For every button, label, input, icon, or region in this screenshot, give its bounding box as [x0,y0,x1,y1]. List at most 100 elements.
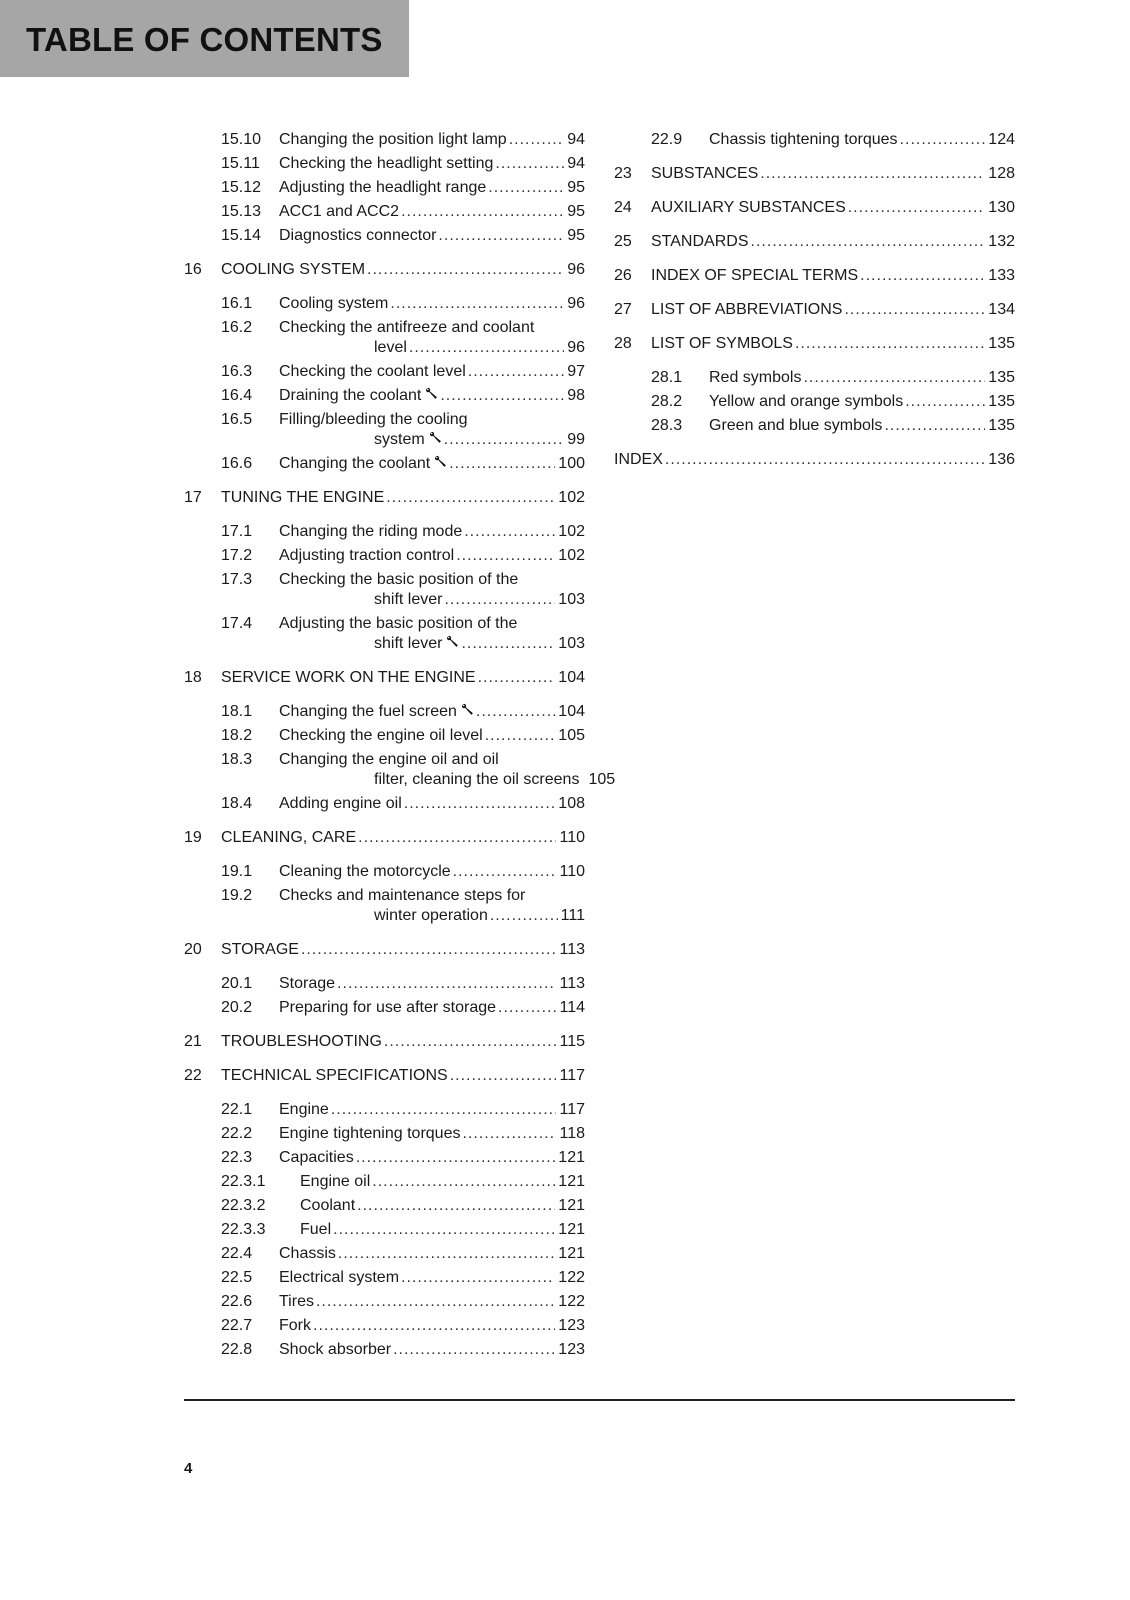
toc-entry[interactable]: 18.4 Adding engine oil...................… [184,794,585,818]
toc-entry-page[interactable]: 94 [567,131,585,148]
toc-entry-page[interactable]: 102 [558,547,585,564]
toc-entry[interactable]: 19.1 Cleaning the motorcycle.............… [184,862,585,886]
toc-entry-page[interactable]: 102 [558,489,585,506]
toc-entry[interactable]: 22.3.1 Engine oil........................… [184,1172,585,1196]
toc-entry-page[interactable]: 103 [558,635,585,652]
toc-entry-title[interactable]: Changing the riding mode [279,523,463,540]
toc-entry[interactable]: 22 TECHNICAL SPECIFICATIONS..............… [184,1066,585,1090]
toc-entry-page[interactable]: 135 [988,393,1015,410]
toc-entry-page[interactable]: 103 [558,591,585,608]
toc-entry-page[interactable]: 94 [567,155,585,172]
toc-entry-title[interactable]: Checking the antifreeze and coolant [279,319,535,336]
toc-entry-page[interactable]: 102 [558,523,585,540]
toc-entry-title[interactable]: Electrical system [279,1269,400,1286]
toc-entry-title[interactable]: COOLING SYSTEM [221,261,366,278]
toc-entry-title[interactable]: AUXILIARY SUBSTANCES [651,199,846,216]
toc-entry-title[interactable]: Diagnostics connector [279,227,437,244]
toc-entry[interactable]: INDEX...................................… [614,450,1015,474]
toc-entry-title[interactable]: INDEX [614,451,663,468]
toc-entry-page[interactable]: 123 [558,1341,585,1358]
toc-entry-page[interactable]: 124 [988,131,1015,148]
toc-entry[interactable]: 15.11 Checking the headlight setting.....… [184,154,585,178]
toc-entry[interactable]: 28 LIST OF SYMBOLS.......................… [614,334,1015,358]
toc-entry-title[interactable]: Yellow and orange symbols [709,393,904,410]
toc-entry-title[interactable]: Cooling system [279,295,389,312]
toc-entry-title[interactable]: Engine [279,1101,329,1118]
toc-entry-title[interactable]: Chassis tightening torques [709,131,898,148]
toc-entry-page[interactable]: 100 [558,455,585,472]
toc-entry[interactable]: 28.1 Red symbols.........................… [614,368,1015,392]
toc-entry-title[interactable]: Changing the fuel screen [279,703,457,720]
toc-entry[interactable]: 16.4 Draining the coolant................… [184,386,585,410]
toc-entry[interactable]: 23 SUBSTANCES............................… [614,164,1015,188]
toc-entry-page[interactable]: 113 [559,975,585,992]
toc-entry-title[interactable]: TROUBLESHOOTING [221,1033,382,1050]
toc-entry[interactable]: 15.12 Adjusting the headlight range......… [184,178,585,202]
toc-entry-page[interactable]: 133 [988,267,1015,284]
toc-entry[interactable]: 22.3.2 Coolant...........................… [184,1196,585,1220]
toc-entry-title[interactable]: level [374,339,407,356]
toc-entry-title[interactable]: winter operation [374,907,488,924]
toc-entry-title[interactable]: ACC1 and ACC2 [279,203,400,220]
toc-entry-title[interactable]: Changing the coolant [279,455,431,472]
toc-entry-page[interactable]: 105 [588,771,616,788]
toc-entry-title[interactable]: Storage [279,975,336,992]
toc-entry[interactable]: 20 STORAGE...............................… [184,940,585,964]
toc-entry-page[interactable]: 136 [988,451,1015,468]
toc-entry-title[interactable]: Adjusting the basic position of the [279,615,518,632]
toc-entry[interactable]: 22.4 Chassis.............................… [184,1244,585,1268]
toc-entry-page[interactable]: 118 [559,1125,585,1142]
toc-entry-title[interactable]: Tires [279,1293,314,1310]
toc-entry[interactable]: 27 LIST OF ABBREVIATIONS.................… [614,300,1015,324]
toc-entry-title[interactable]: Adding engine oil [279,795,402,812]
toc-entry-title[interactable]: Checking the engine oil level [279,727,483,744]
toc-entry[interactable]: 16.1 Cooling system......................… [184,294,585,318]
toc-entry-title[interactable]: SUBSTANCES [651,165,759,182]
toc-entry-title[interactable]: CLEANING, CARE [221,829,357,846]
toc-entry[interactable]: 22.1 Engine..............................… [184,1100,585,1124]
toc-entry-page[interactable]: 96 [567,261,585,278]
toc-entry[interactable]: 17 TUNING THE ENGINE.....................… [184,488,585,512]
toc-entry-page[interactable]: 114 [559,999,585,1016]
toc-entry[interactable]: 26 INDEX OF SPECIAL TERMS................… [614,266,1015,290]
toc-entry-title[interactable]: STORAGE [221,941,299,958]
toc-entry-page[interactable]: 111 [560,907,585,924]
toc-entry-page[interactable]: 95 [567,203,585,220]
toc-entry-title[interactable]: Filling/bleeding the cooling [279,411,468,428]
toc-entry-page[interactable]: 99 [567,431,585,448]
toc-entry-page[interactable]: 108 [558,795,585,812]
toc-entry[interactable]: 20.1 Storage.............................… [184,974,585,998]
toc-entry-title[interactable]: Red symbols [709,369,802,386]
toc-entry[interactable]: 22.2 Engine tightening torques...........… [184,1124,585,1148]
toc-entry[interactable]: 17.2 Adjusting traction control..........… [184,546,585,570]
toc-entry[interactable]: 24 AUXILIARY SUBSTANCES..................… [614,198,1015,222]
toc-entry-title[interactable]: Capacities [279,1149,354,1166]
toc-entry-page[interactable]: 97 [567,363,585,380]
toc-entry[interactable]: 15.14 Diagnostics connector..............… [184,226,585,250]
toc-entry[interactable]: 25 STANDARDS.............................… [614,232,1015,256]
toc-entry[interactable]: 16.2 Checking the antifreeze and coolant l… [184,318,585,362]
toc-entry-page[interactable]: 128 [988,165,1015,182]
toc-entry-title[interactable]: Green and blue symbols [709,417,883,434]
toc-entry-page[interactable]: 105 [558,727,585,744]
toc-entry[interactable]: 17.1 Changing the riding mode............… [184,522,585,546]
toc-entry-title[interactable]: SERVICE WORK ON THE ENGINE [221,669,476,686]
toc-entry-title[interactable]: TECHNICAL SPECIFICATIONS [221,1067,448,1084]
toc-entry-page[interactable]: 96 [567,339,585,356]
toc-entry-title[interactable]: system [374,431,425,448]
toc-entry[interactable]: 28.3 Green and blue symbols..............… [614,416,1015,440]
toc-entry-page[interactable]: 104 [558,703,585,720]
toc-entry-title[interactable]: Engine oil [300,1173,371,1190]
toc-entry-title[interactable]: Coolant [300,1197,356,1214]
toc-entry[interactable]: 18.3 Changing the engine oil and oil filte… [184,750,615,797]
toc-entry[interactable]: 19.2 Checks and maintenance steps for wint… [184,886,585,930]
toc-entry-page[interactable]: 117 [559,1067,585,1084]
toc-entry-page[interactable]: 135 [988,369,1015,386]
toc-entry[interactable]: 28.2 Yellow and orange symbols...........… [614,392,1015,416]
toc-entry-page[interactable]: 123 [558,1317,585,1334]
toc-entry-page[interactable]: 113 [559,941,585,958]
toc-entry-page[interactable]: 135 [988,417,1015,434]
toc-entry-page[interactable]: 95 [567,179,585,196]
toc-entry[interactable]: 22.9 Chassis tightening torques..........… [614,130,1015,154]
toc-entry-title[interactable]: Cleaning the motorcycle [279,863,451,880]
